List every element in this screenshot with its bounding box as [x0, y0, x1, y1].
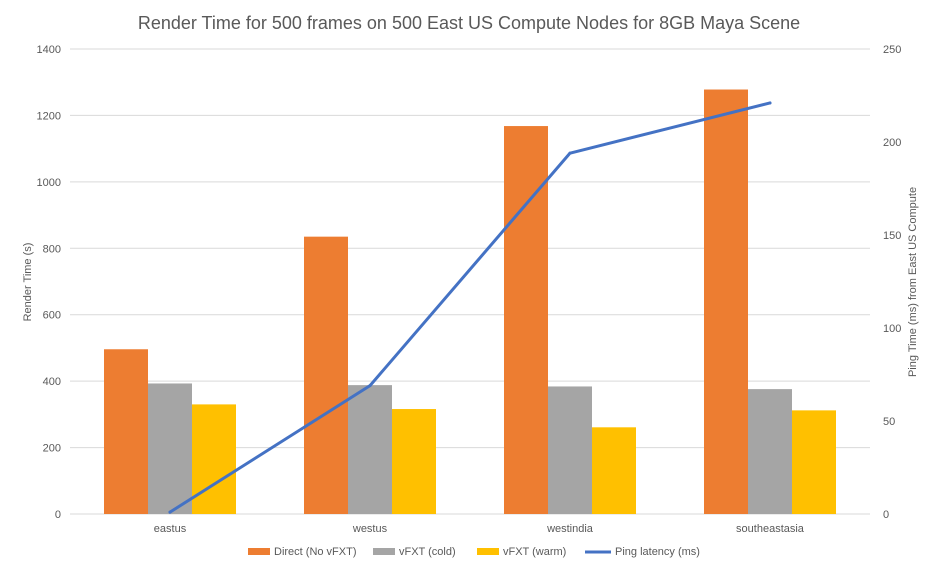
y-tick-label: 600	[43, 310, 61, 322]
legend-label: Direct (No vFXT)	[274, 546, 357, 558]
y-axis-title: Render Time (s)	[22, 243, 34, 322]
bars	[104, 89, 836, 515]
legend-label: vFXT (cold)	[399, 546, 456, 558]
y-tick-label: 200	[43, 443, 61, 455]
bar	[504, 126, 548, 515]
bar	[592, 427, 636, 514]
ping-line	[168, 101, 772, 514]
right-axis-ticks: 0 50 100 150 200 250	[883, 44, 901, 521]
y2-tick-label: 200	[883, 137, 901, 149]
legend-label: vFXT (warm)	[503, 546, 566, 558]
y2-tick-label: 0	[883, 509, 889, 521]
left-axis-ticks: 0 200 400 600 800 1000 1200 1400	[37, 44, 61, 521]
y-tick-label: 400	[43, 376, 61, 388]
bar	[792, 410, 836, 514]
x-tick-label: westindia	[546, 523, 594, 535]
x-tick-label: westus	[352, 523, 388, 535]
legend-swatch	[477, 548, 499, 555]
chart-title: Render Time for 500 frames on 500 East U…	[138, 13, 800, 33]
bar	[104, 349, 148, 514]
y-tick-label: 1000	[37, 177, 61, 189]
y-tick-label: 1200	[37, 110, 61, 122]
y2-tick-label: 100	[883, 323, 901, 335]
bar	[148, 383, 192, 514]
line-point	[568, 151, 572, 155]
line-point	[368, 384, 372, 388]
bar	[548, 386, 592, 514]
category-labels: eastus westus westindia southeastasia	[154, 523, 805, 535]
bar	[304, 236, 348, 515]
legend-swatch	[373, 548, 395, 555]
bar	[348, 385, 392, 514]
line-series	[168, 101, 772, 514]
y-tick-label: 1400	[37, 44, 61, 56]
x-tick-label: eastus	[154, 523, 187, 535]
y-tick-label: 800	[43, 243, 61, 255]
y-tick-label: 0	[55, 509, 61, 521]
bar	[392, 409, 436, 514]
line-point	[168, 510, 172, 514]
y2-tick-label: 250	[883, 44, 901, 56]
bar	[704, 89, 748, 515]
line-point	[768, 101, 772, 105]
y2-axis-title: Ping Time (ms) from East US Compute	[907, 187, 919, 377]
x-tick-label: southeastasia	[736, 523, 805, 535]
y2-tick-label: 150	[883, 230, 901, 242]
bar	[748, 389, 792, 514]
legend-swatch	[248, 548, 270, 555]
legend-label: Ping latency (ms)	[615, 546, 700, 558]
y2-tick-label: 50	[883, 416, 895, 428]
bar	[192, 404, 236, 514]
legend: Direct (No vFXT) vFXT (cold) vFXT (warm) Pi…	[248, 546, 700, 558]
